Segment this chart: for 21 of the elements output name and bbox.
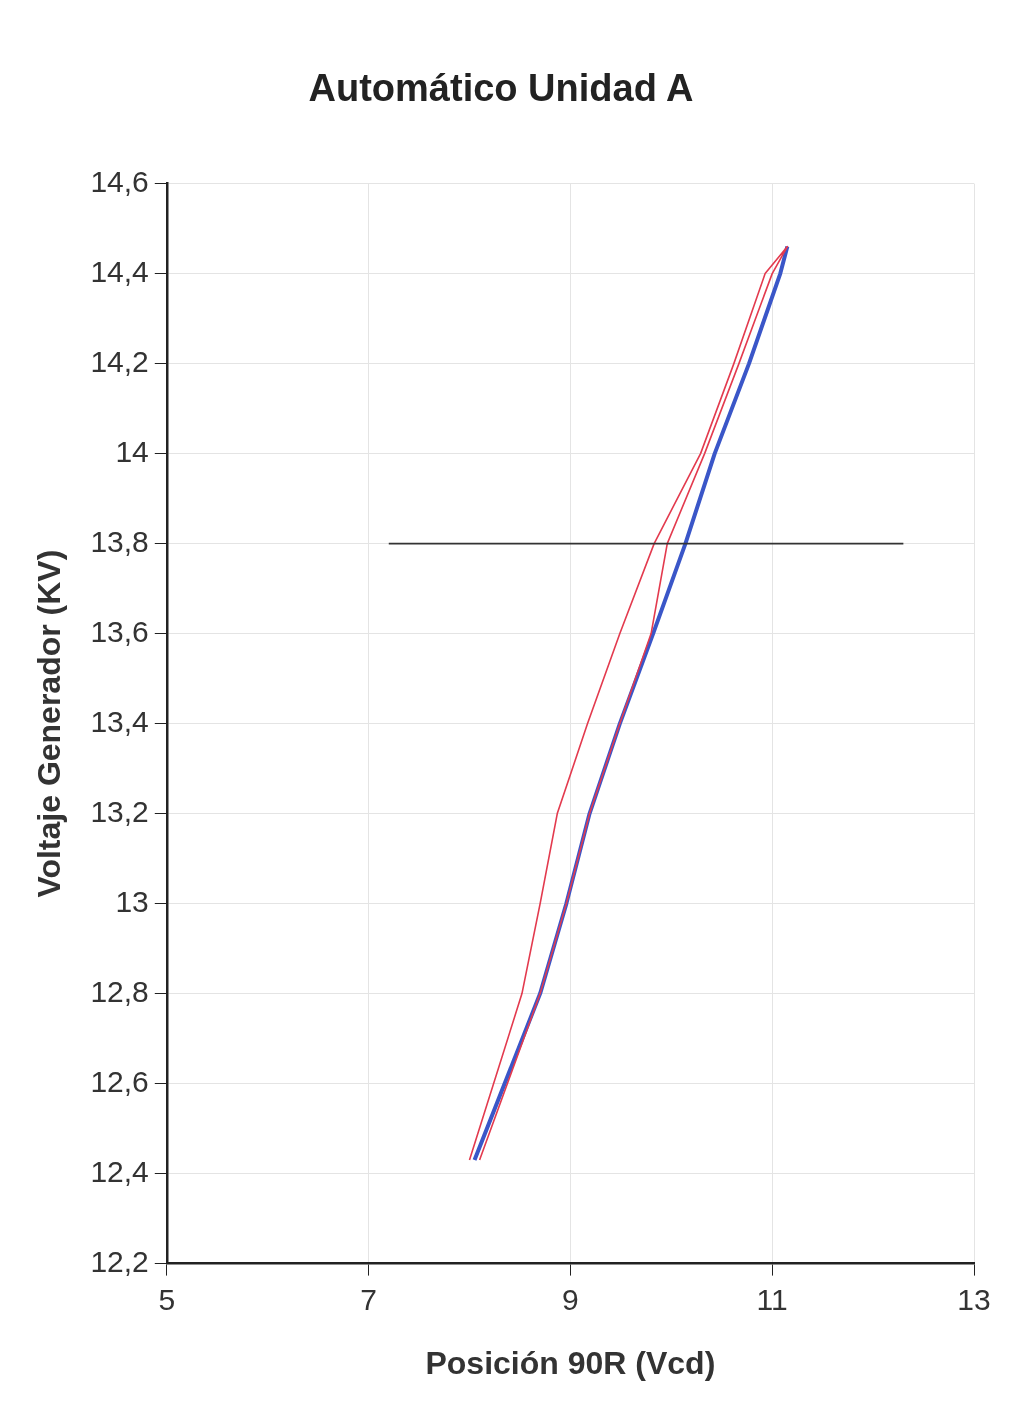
x-axis-title: Posición 90R (Vcd) — [425, 1344, 716, 1381]
x-tick-label: 5 — [158, 1282, 176, 1316]
y-tick-label: 14 — [115, 434, 149, 468]
y-tick-label: 13,2 — [90, 794, 149, 828]
x-tick-label: 11 — [756, 1282, 788, 1316]
y-tick-label: 12,6 — [90, 1064, 149, 1098]
y-tick-label: 13,6 — [90, 614, 149, 648]
y-tick-label: 12,4 — [90, 1154, 149, 1188]
y-tick-label: 14,4 — [90, 254, 149, 288]
y-tick-label: 12,8 — [90, 974, 149, 1008]
x-tick-label: 9 — [562, 1282, 579, 1316]
y-tick-label: 12,2 — [90, 1244, 149, 1278]
y-tick-label: 13 — [115, 884, 149, 918]
x-tick-label: 13 — [957, 1282, 991, 1316]
y-tick-label: 13,4 — [90, 704, 149, 738]
chart-title: Automático Unidad A — [308, 67, 694, 110]
y-tick-label: 13,8 — [90, 524, 149, 558]
y-tick-label: 14,6 — [90, 164, 149, 198]
x-tick-label: 7 — [360, 1282, 377, 1316]
y-tick-label: 14,2 — [90, 344, 149, 378]
y-axis-title: Voltaje Generador (KV) — [31, 549, 68, 898]
